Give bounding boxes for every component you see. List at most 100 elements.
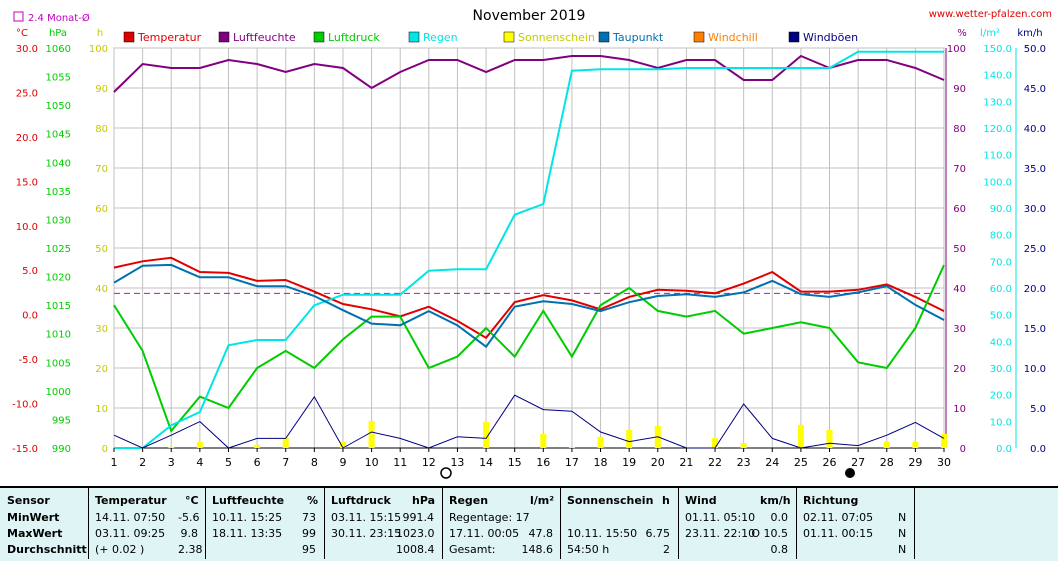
cell-rain-time: Regentage: 17	[449, 511, 530, 524]
weather-chart: November 2019 www.wetter-pfalzen.com 2.4…	[12, 8, 1052, 479]
x-tick-label: 21	[679, 456, 693, 469]
hdr-rain: Regen	[449, 494, 489, 507]
cell-dir-time: 02.11. 07:05	[803, 511, 874, 524]
pressure-tick-label: 990	[52, 444, 71, 455]
site-link[interactable]: www.wetter-pfalzen.com	[929, 9, 1052, 20]
cell-sun-time: 10.11. 15:50	[567, 527, 638, 540]
legend-label: Luftdruck	[328, 31, 380, 44]
sunshine-bar	[797, 424, 804, 448]
series-line-windböen	[113, 394, 945, 449]
sunshine-bar	[282, 438, 289, 448]
legend-label: Windböen	[803, 31, 858, 44]
hours-tick-label: 70	[95, 164, 108, 175]
hours-tick-label: 30	[95, 324, 108, 335]
series-line-luftdruck	[113, 264, 945, 433]
new-moon-icon	[440, 467, 452, 479]
cell-hum-time: 10.11. 15:25	[212, 511, 283, 524]
cell-rain-val: 148.6	[521, 543, 554, 556]
sunshine-bar	[339, 441, 346, 448]
cell-rain-val: 47.8	[528, 527, 554, 540]
x-tick-label: 20	[651, 456, 665, 469]
x-tick-label: 27	[851, 456, 865, 469]
legend-swatch	[788, 31, 800, 43]
humidity-tick-label: 70	[953, 164, 966, 175]
x-tick-label: 10	[365, 456, 379, 469]
hours-tick-label: 90	[95, 84, 108, 95]
wind-tick-label: 5.0	[1030, 404, 1046, 415]
cell-sun-val: 2	[663, 543, 670, 556]
hdr-sun: Sonnenschein	[567, 494, 654, 507]
pressure-tick-label: 1050	[46, 101, 71, 112]
stats-row-max: MaxWert 03.11. 09:25 9.8 18.11. 13:35 99…	[0, 527, 1058, 545]
stats-divider	[678, 486, 679, 559]
pressure-tick-label: 1010	[46, 330, 71, 341]
cell-press-val: 1008.4	[396, 543, 435, 556]
stats-divider	[560, 486, 561, 559]
temp-tick-label: 30.0	[16, 44, 38, 55]
series-line-taupunkt	[113, 263, 945, 349]
rain-tick-label: 150.0	[983, 44, 1012, 55]
sunshine-bar	[168, 446, 175, 448]
x-tick-label: 8	[311, 456, 318, 469]
rain-tick-label: 140.0	[983, 71, 1012, 82]
hours-tick-label: 60	[95, 204, 108, 215]
sunshine-bar	[568, 447, 575, 448]
hdr-sensor: Sensor	[7, 494, 50, 507]
x-axis-labels: 1 2 3 4 5 6 7 8 9 10 11 12 13 14 15 16 17 18 19 20 21 22 23 24 2…	[111, 448, 951, 469]
hdr-rain-unit: l/m²	[530, 494, 555, 507]
rain-tick-label: 130.0	[983, 97, 1012, 108]
wind-tick-label: 10.0	[1024, 364, 1046, 375]
x-tick-label: 12	[422, 456, 436, 469]
sunshine-bar	[941, 434, 947, 448]
pressure-tick-label: 1025	[46, 244, 71, 255]
pressure-tick-label: 1045	[46, 130, 71, 141]
cell-wind-time: 01.11. 05:10	[685, 511, 756, 524]
x-tick-label: 28	[880, 456, 894, 469]
avg-checkbox[interactable]	[13, 11, 24, 22]
temp-tick-label: -10.0	[12, 400, 38, 411]
x-tick-label: 29	[908, 456, 922, 469]
row-label: MinWert	[7, 511, 60, 524]
series-line-regen	[114, 50, 944, 449]
sunshine-bar	[740, 443, 747, 448]
pressure-tick-label: 1060	[46, 44, 71, 55]
stats-divider	[88, 486, 89, 559]
sunshine-bar	[626, 430, 633, 448]
hdr-temp: Temperatur	[95, 494, 167, 507]
sunshine-bar	[597, 436, 604, 448]
x-tick-label: 6	[254, 456, 261, 469]
pressure-tick-label: 1055	[46, 73, 71, 84]
rain-tick-label: 70.0	[990, 257, 1012, 268]
cell-wind-val: O 10.5	[751, 527, 788, 540]
rain-tick-label: 100.0	[983, 177, 1012, 188]
x-tick-label: 11	[393, 456, 407, 469]
cell-press-val: 1023.0	[396, 527, 435, 540]
hours-tick-label: 80	[95, 124, 108, 135]
rain-tick-label: 40.0	[990, 337, 1012, 348]
legend-label: Luftfeuchte	[233, 31, 296, 44]
stats-divider	[324, 486, 325, 559]
humidity-tick-label: 20	[953, 364, 966, 375]
cell-rain-time: Gesamt:	[449, 543, 496, 556]
rain-tick-label: 50.0	[990, 311, 1012, 322]
full-moon-icon	[845, 468, 855, 478]
hdr-press: Luftdruck	[331, 494, 391, 507]
x-tick-label: 22	[708, 456, 722, 469]
stats-divider	[205, 486, 206, 559]
legend-label: Regen	[423, 31, 458, 44]
legend-swatch	[218, 31, 230, 43]
rain-tick-label: 10.0	[990, 417, 1012, 428]
unit-rain: l/m²	[980, 28, 1000, 39]
cell-dir-val: N	[898, 527, 907, 540]
x-tick-label: 24	[765, 456, 779, 469]
legend-swatch	[693, 31, 705, 43]
hdr-dir: Richtung	[803, 494, 859, 507]
legend-swatch	[598, 31, 610, 43]
humidity-tick-label: 100	[947, 44, 966, 55]
wind-tick-label: 30.0	[1024, 204, 1046, 215]
pressure-tick-label: 1015	[46, 301, 71, 312]
x-tick-label: 26	[823, 456, 837, 469]
hdr-sun-unit: h	[662, 494, 670, 507]
rain-tick-label: 30.0	[990, 364, 1012, 375]
unit-temp: °C	[16, 28, 28, 39]
